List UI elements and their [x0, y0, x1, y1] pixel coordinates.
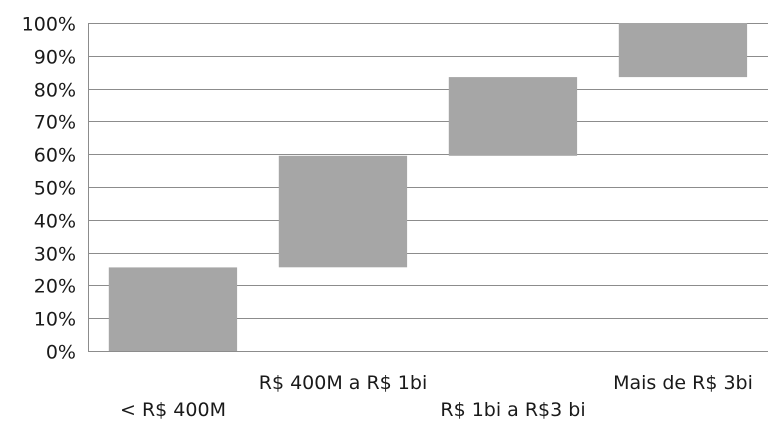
y-tick-label: 100% [22, 14, 76, 36]
y-tick-label: 80% [34, 80, 76, 102]
y-tick-label: 40% [34, 211, 76, 233]
category-label: R$ 1bi a R$3 bi [440, 399, 585, 421]
y-tick-label: 10% [34, 309, 76, 331]
y-tick-label: 30% [34, 244, 76, 266]
bar [448, 77, 578, 156]
category-label: R$ 400M a R$ 1bi [259, 372, 427, 394]
y-tick-label: 50% [34, 178, 76, 200]
bar [278, 155, 408, 268]
category-labels: < R$ 400M R$ 400M a R$ 1bi R$ 1bi a R$3 bi… [120, 372, 753, 421]
y-tick-label: 60% [34, 145, 76, 167]
y-tick-label: 20% [34, 276, 76, 298]
y-tick-label: 0% [46, 342, 76, 364]
y-tick-label: 90% [34, 47, 76, 69]
category-label: < R$ 400M [120, 399, 226, 421]
category-label: Mais de R$ 3bi [613, 372, 753, 394]
bar [618, 23, 748, 78]
bar [108, 267, 238, 351]
y-tick-label: 70% [34, 112, 76, 134]
bars [108, 23, 748, 351]
y-axis-tick-labels: 0% 10% 20% 30% 40% 50% 60% 70% 80% 90% 100% [22, 14, 76, 364]
